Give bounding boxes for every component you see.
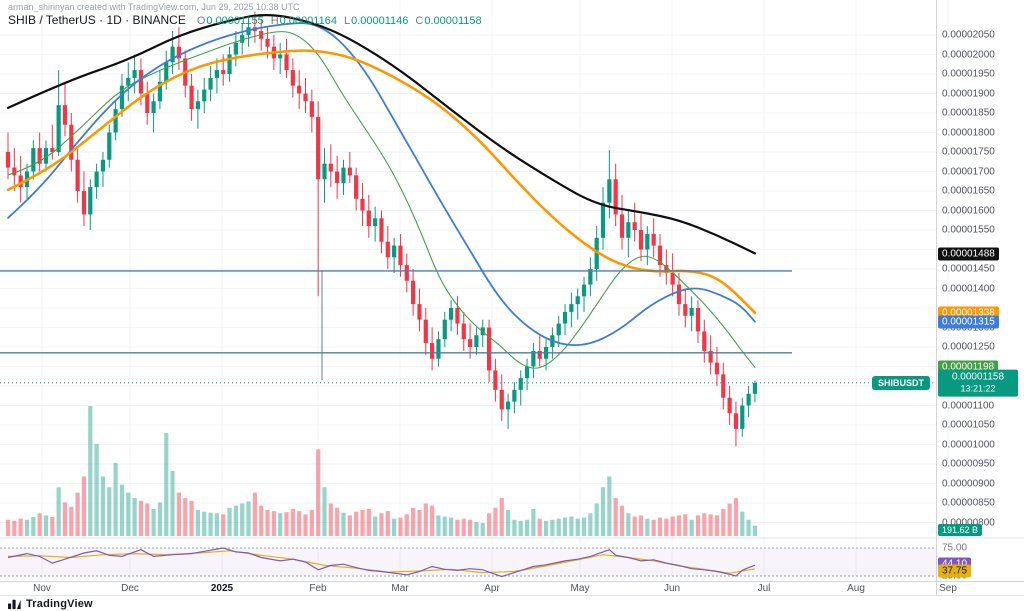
price-axis-label: 0.00002000 <box>942 49 995 60</box>
price-axis-label: 0.00001950 <box>942 68 995 80</box>
symbol-info-bar[interactable]: SHIB / TetherUS · 1D · BINANCE O 0.000011… <box>8 13 482 27</box>
price-axis-label: 0.00001550 <box>942 224 995 236</box>
time-axis-label: Nov <box>33 583 51 594</box>
rsi-line <box>7 547 756 578</box>
price-axis-label: 0.00001100 <box>942 400 995 411</box>
rsi-pane[interactable] <box>0 547 936 578</box>
ma-black-price-label: 0.00001488 <box>938 247 999 261</box>
time-axis-label: Mar <box>391 583 409 594</box>
price-axis-label: 0.00001000 <box>942 439 995 450</box>
ohlc-key: L <box>343 15 351 27</box>
price-axis[interactable]: 0.00000800 0.00000850 0.00000900 0.00000950… <box>936 0 1024 582</box>
user-drawings[interactable] <box>0 270 936 384</box>
ma-line-black-slowest <box>6 14 756 255</box>
ma-line-green-fast <box>7 31 756 369</box>
ma-line-blue-mid <box>7 22 756 347</box>
price-axis-label: 0.00001050 <box>942 419 995 431</box>
candles-series[interactable] <box>5 11 758 447</box>
time-axis-label: 2025 <box>210 583 234 594</box>
price-axis-label: 0.00001600 <box>942 205 995 216</box>
time-axis-label: Dec <box>121 583 139 594</box>
moving-average-lines[interactable] <box>6 14 757 369</box>
ohlc-key: O <box>196 15 206 27</box>
price-axis-label: 0.00001650 <box>942 185 995 197</box>
tradingview-logo-icon[interactable] <box>8 597 21 610</box>
ohlc-value: 0.00001158 <box>424 15 482 27</box>
price-axis-label: 0.00002050 <box>942 29 995 41</box>
price-axis-label: 0.00000800 <box>942 517 995 528</box>
time-axis-label: Jun <box>663 583 681 594</box>
time-axis[interactable]: Nov Dec 2025 Feb Mar Apr May Jun Jul Aug Sep <box>0 582 1024 595</box>
price-axis-label: 0.00001750 <box>942 146 995 158</box>
ohlc-key: C <box>415 15 424 27</box>
last-price-value: 0.00001158 <box>951 371 1005 383</box>
attribution-text: arman_shirinyan created with TradingView… <box>8 2 300 12</box>
price-axis-label: 0.00001850 <box>942 107 995 119</box>
rsi-level-label: 75.00 <box>942 542 968 554</box>
price-axis-label: 0.00001900 <box>942 88 995 99</box>
rsi-signal-value-badge: 37.75 <box>938 564 972 578</box>
price-axis-label: 0.00001450 <box>942 263 995 275</box>
price-axis-label: 0.00001250 <box>942 341 995 353</box>
ohlc-values: O 0.00001155 H 0.00001164 L 0.00001146 C 0.0000… <box>190 15 482 27</box>
ma-line-orange-slow <box>6 49 757 314</box>
bar-countdown: 13:21:22 <box>960 383 996 394</box>
volume-value-badge: 191.62 B <box>938 524 983 536</box>
ohlc-value: 0.00001164 <box>279 15 337 27</box>
ohlc-value: 0.00001155 <box>206 15 264 27</box>
price-axis-label: 0.00001800 <box>942 127 995 138</box>
bottom-toolbar: TradingView <box>0 595 1024 611</box>
symbol-price-pill: SHIBUSDT <box>871 375 930 390</box>
pane-separators <box>0 0 1024 595</box>
time-axis-label: May <box>570 583 590 594</box>
ohlc-key: H <box>270 15 279 27</box>
time-axis-label: Aug <box>847 583 865 594</box>
price-axis-label: 0.00001400 <box>942 283 995 294</box>
volume-series[interactable] <box>5 406 758 536</box>
last-price-badge: 0.00001158 13:21:22 <box>938 369 1018 397</box>
time-axis-label: Apr <box>484 583 500 594</box>
symbol-title[interactable]: SHIB / TetherUS · 1D · BINANCE <box>8 13 186 27</box>
tradingview-wordmark[interactable]: TradingView <box>26 597 93 610</box>
ma-blue-price-label: 0.00001315 <box>938 315 999 329</box>
price-axis-label: 0.00000950 <box>942 458 995 470</box>
price-axis-label: 0.00001700 <box>942 166 995 177</box>
time-axis-label: Sep <box>939 583 957 594</box>
time-axis-label: Feb <box>309 583 327 594</box>
price-axis-label: 0.00000850 <box>942 497 995 509</box>
price-axis-label: 0.00000900 <box>942 478 995 489</box>
grid <box>0 0 949 581</box>
time-axis-label: Jul <box>757 583 771 594</box>
ohlc-value: 0.00001146 <box>351 15 409 27</box>
